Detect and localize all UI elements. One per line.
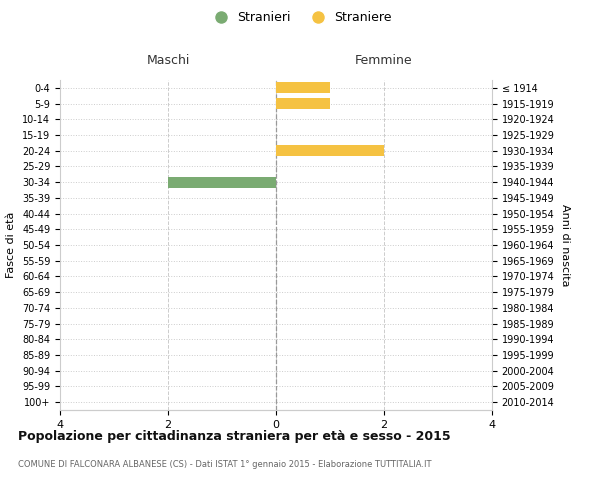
Bar: [276, 82, 330, 94]
Text: Maschi: Maschi: [146, 54, 190, 67]
Bar: [276, 145, 384, 156]
Text: Femmine: Femmine: [355, 54, 413, 67]
Y-axis label: Anni di nascita: Anni di nascita: [560, 204, 570, 286]
Legend: Stranieri, Straniere: Stranieri, Straniere: [203, 6, 397, 29]
Bar: [276, 98, 330, 109]
Bar: [168, 176, 276, 188]
Text: COMUNE DI FALCONARA ALBANESE (CS) - Dati ISTAT 1° gennaio 2015 - Elaborazione TU: COMUNE DI FALCONARA ALBANESE (CS) - Dati…: [18, 460, 431, 469]
Y-axis label: Fasce di età: Fasce di età: [7, 212, 16, 278]
Text: Popolazione per cittadinanza straniera per età e sesso - 2015: Popolazione per cittadinanza straniera p…: [18, 430, 451, 443]
